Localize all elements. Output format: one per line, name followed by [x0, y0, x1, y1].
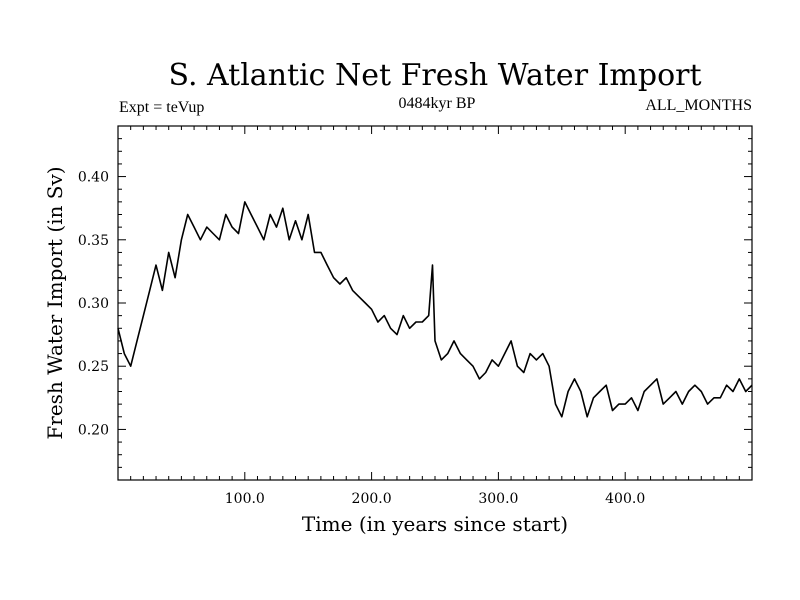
y-tick-label: 0.35 [78, 233, 109, 249]
x-axis-label: Time (in years since start) [302, 512, 568, 536]
y-tick-label: 0.30 [78, 296, 109, 312]
y-tick-label: 0.25 [78, 359, 109, 375]
y-axis-label: Fresh Water Import (in Sv) [43, 166, 67, 439]
x-tick-label: 100.0 [225, 491, 265, 507]
series-line [117, 201, 753, 418]
axis-ticks [118, 126, 752, 480]
x-tick-label: 300.0 [478, 491, 518, 507]
plot-frame [117, 125, 753, 481]
experiment-label: Expt = teVup [119, 99, 204, 116]
y-tick-label: 0.40 [78, 170, 109, 186]
chart-title: S. Atlantic Net Fresh Water Import [168, 58, 701, 93]
x-tick-label: 200.0 [352, 491, 392, 507]
y-tick-label: 0.20 [78, 422, 109, 438]
series-layer [117, 201, 753, 418]
axis-tick-labels: 100.0 200.0 300.0 400.0 0.20 0.25 0.30 0.35 0.40 [78, 170, 645, 507]
months-label: ALL_MONTHS [645, 97, 752, 114]
x-tick-label: 400.0 [605, 491, 645, 507]
time-label: 0484kyr BP [399, 95, 476, 112]
